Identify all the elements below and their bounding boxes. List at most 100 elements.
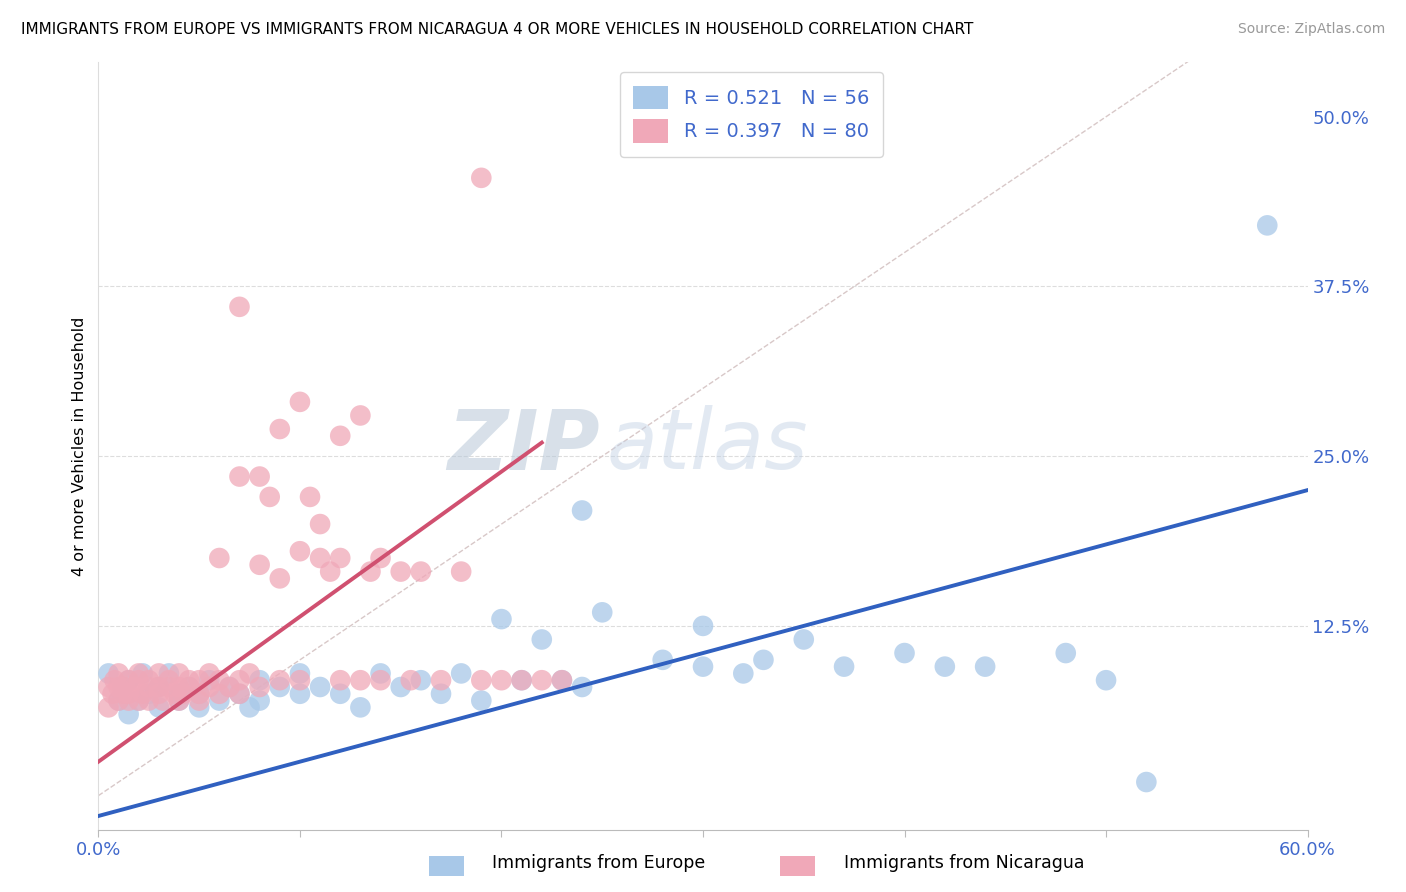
Point: [148, 687, 170, 701]
Point: [551, 673, 574, 688]
Point: [228, 673, 250, 688]
Point: [198, 666, 221, 681]
Point: [128, 693, 150, 707]
Point: [228, 687, 250, 701]
Point: [510, 673, 533, 688]
Y-axis label: 4 or more Vehicles in Household: 4 or more Vehicles in Household: [72, 317, 87, 575]
Point: [510, 673, 533, 688]
Point: [179, 680, 201, 694]
Point: [733, 666, 755, 681]
Point: [288, 673, 311, 688]
Point: [167, 666, 190, 681]
Point: [349, 409, 371, 423]
Point: [167, 693, 190, 707]
Point: [692, 659, 714, 673]
Point: [249, 469, 271, 483]
Text: atlas: atlas: [606, 406, 808, 486]
Point: [239, 666, 262, 681]
Legend: R = 0.521   N = 56, R = 0.397   N = 80: R = 0.521 N = 56, R = 0.397 N = 80: [620, 72, 883, 157]
Point: [198, 680, 221, 694]
Point: [893, 646, 915, 660]
Point: [228, 300, 250, 314]
Point: [118, 687, 141, 701]
Point: [591, 605, 613, 619]
Point: [430, 673, 453, 688]
Point: [349, 673, 371, 688]
Point: [148, 680, 170, 694]
Point: [132, 687, 155, 701]
Point: [551, 673, 574, 688]
Point: [188, 700, 211, 714]
Point: [249, 680, 271, 694]
Point: [118, 673, 141, 688]
Point: [288, 666, 311, 681]
Point: [107, 693, 129, 707]
Point: [349, 700, 371, 714]
Point: [288, 395, 311, 409]
Text: Immigrants from Nicaragua: Immigrants from Nicaragua: [844, 855, 1084, 872]
Point: [107, 693, 129, 707]
Point: [128, 666, 150, 681]
Point: [103, 673, 125, 688]
Point: [530, 632, 553, 647]
Point: [389, 680, 412, 694]
Point: [148, 680, 170, 694]
Point: [269, 571, 291, 585]
Point: [138, 693, 160, 707]
Point: [1054, 646, 1077, 660]
Point: [269, 680, 291, 694]
Point: [128, 693, 150, 707]
Point: [118, 693, 141, 707]
Text: IMMIGRANTS FROM EUROPE VS IMMIGRANTS FROM NICARAGUA 4 OR MORE VEHICLES IN HOUSEH: IMMIGRANTS FROM EUROPE VS IMMIGRANTS FRO…: [21, 22, 973, 37]
Point: [101, 687, 124, 701]
Point: [470, 673, 492, 688]
Point: [208, 673, 231, 688]
Point: [329, 551, 352, 566]
Point: [399, 673, 422, 688]
Point: [218, 680, 240, 694]
Point: [148, 700, 170, 714]
Point: [111, 680, 134, 694]
Point: [97, 700, 120, 714]
Point: [157, 666, 180, 681]
Point: [692, 619, 714, 633]
Point: [329, 673, 352, 688]
Point: [370, 673, 392, 688]
Point: [179, 680, 201, 694]
Point: [470, 170, 492, 185]
Point: [329, 687, 352, 701]
Point: [188, 687, 211, 701]
Point: [167, 693, 190, 707]
Point: [148, 666, 170, 681]
Point: [97, 680, 120, 694]
Point: [208, 687, 231, 701]
Point: [832, 659, 855, 673]
Point: [179, 673, 201, 688]
Point: [188, 673, 211, 688]
Point: [107, 680, 129, 694]
Point: [249, 693, 271, 707]
Text: Source: ZipAtlas.com: Source: ZipAtlas.com: [1237, 22, 1385, 37]
Point: [228, 469, 250, 483]
Point: [132, 666, 155, 681]
Point: [360, 565, 382, 579]
Point: [259, 490, 281, 504]
Point: [239, 700, 262, 714]
Point: [118, 707, 141, 722]
Point: [319, 565, 342, 579]
Point: [409, 673, 432, 688]
Point: [329, 429, 352, 443]
Point: [309, 517, 332, 532]
Point: [138, 673, 160, 688]
Point: [118, 673, 141, 688]
Point: [157, 673, 180, 688]
Point: [208, 693, 231, 707]
Point: [651, 653, 673, 667]
Point: [128, 673, 150, 688]
Point: [114, 680, 136, 694]
Point: [288, 544, 311, 558]
Point: [470, 693, 492, 707]
Point: [491, 673, 513, 688]
Point: [228, 687, 250, 701]
Point: [188, 693, 211, 707]
